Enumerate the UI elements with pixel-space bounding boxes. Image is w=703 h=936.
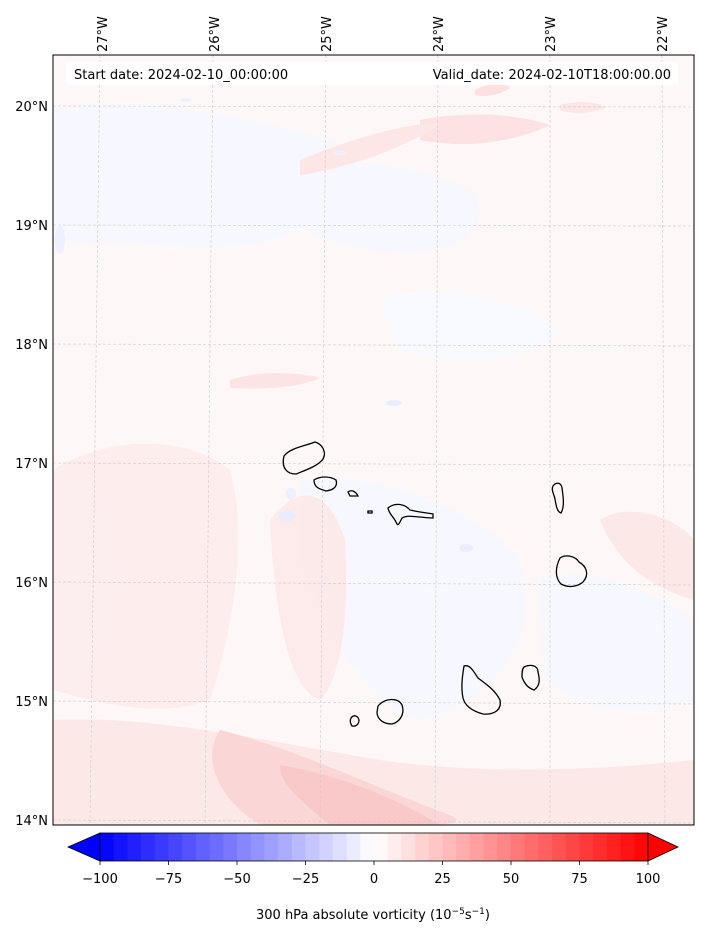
colorbar-cell <box>497 833 512 861</box>
island-fogo <box>376 698 404 725</box>
colorbar-cell <box>387 833 402 861</box>
lat-tick-17n: 17°N <box>15 457 48 472</box>
colorbar-cell <box>291 833 307 861</box>
colorbar-cell <box>593 833 608 861</box>
lon-tick-24w: 24°W <box>432 16 447 52</box>
lon-tick-26w: 26°W <box>208 16 223 52</box>
date-info-box <box>66 62 678 85</box>
colorbar-label-main: 300 hPa absolute vorticity (10 <box>256 908 452 923</box>
colorbar-tick-label: −100 <box>82 872 118 887</box>
colorbar-cell <box>113 833 128 861</box>
colorbar-cell <box>127 833 142 861</box>
lat-tick-20n: 20°N <box>15 100 48 115</box>
colorbar-tick-label: −50 <box>223 872 250 887</box>
colorbar-cell <box>401 833 416 861</box>
colorbar-label-end: ) <box>485 908 490 923</box>
colorbar-cell <box>182 833 197 861</box>
valid-date-label: Valid_date: 2024-02-10T18:00:00.00 <box>433 68 671 83</box>
colorbar-label-exp2: −1 <box>472 907 485 917</box>
colorbar-label-mid: s <box>465 908 472 923</box>
lon-tick-23w: 23°W <box>544 16 559 52</box>
colorbar-cell <box>209 833 224 861</box>
island-sal <box>551 482 565 514</box>
colorbar-tick-label: −25 <box>292 872 319 887</box>
colorbar-tick-label: 100 <box>636 872 661 887</box>
colorbar-cell <box>305 833 320 861</box>
colorbar-tick-labels: −100 −75 −50 −25 0 25 50 75 100 <box>82 861 660 887</box>
colorbar-min-extend-arrow <box>67 832 101 862</box>
colorbar-cell <box>154 833 170 861</box>
colorbar-cell <box>511 833 526 861</box>
colorbar-cell <box>469 833 485 861</box>
colorbar-max-extend-arrow <box>647 832 679 862</box>
map-frame <box>52 54 695 826</box>
lat-tick-15n: 15°N <box>15 695 48 710</box>
colorbar-cell <box>483 833 498 861</box>
colorbar-cell <box>346 833 361 861</box>
colorbar-tick-label: 75 <box>571 872 588 887</box>
colorbar-color-cells <box>100 833 649 861</box>
island-santo-antao <box>282 441 326 475</box>
island-boa-vista <box>555 555 588 588</box>
lat-tick-18n: 18°N <box>15 338 48 353</box>
colorbar-cell <box>100 833 115 861</box>
latitude-tick-labels: 20°N 19°N 18°N 17°N 16°N 15°N 14°N <box>15 100 48 829</box>
colorbar-cell <box>620 833 635 861</box>
colorbar-cell <box>278 833 293 861</box>
lat-tick-14n: 14°N <box>15 814 48 829</box>
colorbar-cell <box>456 833 471 861</box>
island-santa-luzia <box>347 490 360 497</box>
coastlines <box>282 441 588 727</box>
vorticity-field <box>53 55 694 825</box>
colorbar-tick-label: 0 <box>370 872 378 887</box>
island-sao-nicolau <box>387 503 434 526</box>
colorbar-cell <box>374 833 389 861</box>
island-brava <box>349 715 360 727</box>
colorbar-cell <box>606 833 622 861</box>
island-sao-vicente <box>313 476 338 492</box>
island-santiago <box>461 665 501 715</box>
colorbar-cell <box>195 833 211 861</box>
colorbar-cell <box>223 833 238 861</box>
graticule-gridlines <box>53 55 694 825</box>
colorbar-cell <box>524 833 539 861</box>
colorbar-tick-label: −75 <box>155 872 182 887</box>
colorbar-cell <box>579 833 594 861</box>
island-maio <box>521 664 540 691</box>
colorbar-cell <box>552 833 567 861</box>
lon-tick-22w: 22°W <box>656 16 671 52</box>
start-date-label: Start date: 2024-02-10_00:00:00 <box>74 68 288 83</box>
colorbar-cell <box>538 833 553 861</box>
lon-tick-25w: 25°W <box>320 16 335 52</box>
colorbar-cell <box>415 833 430 861</box>
colorbar-cell <box>319 833 334 861</box>
colorbar-label-exp1: −5 <box>452 907 465 917</box>
island-razo <box>367 510 373 514</box>
colorbar-cell <box>360 833 375 861</box>
colorbar-cell <box>250 833 265 861</box>
colorbar-cell <box>634 833 649 861</box>
lon-tick-27w: 27°W <box>96 16 111 52</box>
colorbar-cell <box>237 833 252 861</box>
colorbar-tick-label: 50 <box>503 872 520 887</box>
colorbar-cell <box>428 833 444 861</box>
lat-tick-16n: 16°N <box>15 576 48 591</box>
colorbar-cell <box>264 833 279 861</box>
colorbar-cell <box>442 833 457 861</box>
colorbar-tick-label: 25 <box>434 872 451 887</box>
lat-tick-19n: 19°N <box>15 219 48 234</box>
colorbar-cell <box>168 833 183 861</box>
colorbar: −100 −75 −50 −25 0 25 50 75 100 300 hPa absolute… <box>67 832 679 923</box>
colorbar-label: 300 hPa absolute vorticity (10−5s−1) <box>256 907 490 923</box>
colorbar-cell <box>141 833 156 861</box>
longitude-tick-labels: 27°W 26°W 25°W 24°W 23°W 22°W <box>96 16 671 52</box>
colorbar-cell <box>332 833 348 861</box>
colorbar-cell <box>565 833 581 861</box>
